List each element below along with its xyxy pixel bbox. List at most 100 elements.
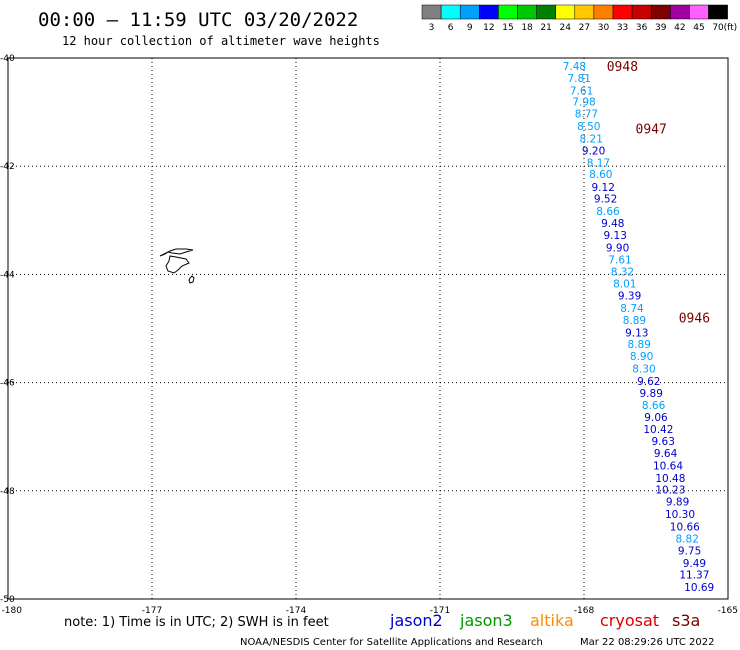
colorbar-swatch [612,4,633,20]
axis-ticks: -180 -177 -174 -171 -168 -165 -40 -42 -44 -46 -48 -… [0,54,738,616]
swh-value: 7.61 [570,85,593,97]
swh-value: 9.20 [582,146,605,158]
swh-value: 8.32 [611,267,634,279]
swh-value: 10.64 [653,460,683,472]
swh-value: 8.66 [596,206,620,218]
colorbar-swatch [555,4,576,20]
y-tick-label: -48 [0,487,15,497]
chart-subtitle: 12 hour collection of altimeter wave hei… [62,34,380,48]
y-tick-label: -50 [0,595,15,605]
satellite-legend: jason2 jason3 altika cryosat s3a [389,611,700,630]
colorbar-swatch [459,4,480,20]
time-labels: 0948094709460945 [607,60,710,327]
swh-value: 10.42 [643,424,673,436]
swh-value: 8.66 [642,400,666,412]
satellite-legend-entry: altika [530,611,574,630]
swh-value: 10.30 [665,509,695,521]
swh-value: 9.49 [683,558,706,570]
swh-value: 10.48 [655,473,685,485]
swh-value: 8.74 [620,303,644,315]
grid-lines [8,58,728,599]
swh-value: 9.48 [601,218,624,230]
swh-points: 7.487.817.617.988.778.508.219.208.178.60… [563,61,715,594]
colorbar-swatch [631,4,652,20]
swh-value: 7.48 [563,61,586,73]
swh-value: 11.37 [679,570,709,582]
swh-value: 7.81 [568,73,591,85]
swh-value: 9.75 [678,545,701,557]
colorbar-unit: (ft) [724,23,738,33]
swh-value: 8.77 [575,109,598,121]
time-label: 0948 [607,60,638,75]
colorbar-swatch [517,4,537,20]
swh-value: 8.82 [676,533,699,545]
x-tick-label: -177 [142,606,162,616]
colorbar-swatch [536,4,556,20]
x-tick-label: -165 [718,606,738,616]
swh-value: 8.01 [613,279,636,291]
y-tick-label: -44 [0,270,15,280]
swh-value: 8.17 [587,157,610,169]
swh-value: 8.21 [580,134,603,146]
colorbar-swatch [670,4,690,20]
colorbar-swatch [479,4,499,20]
island-outline [159,248,195,284]
colorbar-label: 21 [540,23,551,33]
plot-area: -180 -177 -174 -171 -168 -165 -40 -42 -44 -46 -48 -… [0,54,738,616]
time-label: 0947 [636,122,667,137]
colorbar-label: 27 [579,23,590,33]
swh-value: 8.50 [577,121,600,133]
swh-value: 9.06 [644,412,668,424]
x-tick-label: -174 [286,606,307,616]
colorbar-label: 12 [483,23,494,33]
colorbar-label: 24 [560,23,572,33]
colorbar-label: 45 [693,23,704,33]
footer-credit: NOAA/NESDIS Center for Satellite Applica… [240,637,543,648]
y-tick-label: -46 [0,379,15,389]
swh-value: 9.13 [625,327,648,339]
swh-value: 9.90 [606,242,629,254]
colorbar-swatch [498,4,518,20]
swh-value: 9.12 [592,182,615,194]
colorbar-label: 36 [636,23,648,33]
footer-note: note: 1) Time is in UTC; 2) SWH is in fe… [64,615,329,630]
swh-value: 9.62 [637,376,660,388]
colorbar-label: 70 [712,23,724,33]
swh-value: 7.98 [572,96,595,108]
swh-value: 9.89 [666,497,689,509]
colorbar-label: 6 [448,23,454,33]
swh-value: 9.13 [604,230,627,242]
swh-value: 8.89 [623,315,646,327]
swh-value: 9.64 [654,448,678,460]
y-tick-label: -40 [0,54,15,64]
colorbar-swatch [421,4,442,20]
colorbar-label: 30 [598,23,610,33]
colorbar-swatch [593,4,614,20]
colorbar-swatch [708,4,728,20]
plot-frame [7,57,729,600]
y-tick-label: -42 [0,162,15,172]
colorbar-swatch [440,4,461,20]
swh-value: 8.90 [630,351,653,363]
swh-value: 9.52 [594,194,617,206]
x-tick-label: -168 [574,606,595,616]
colorbar-label: 9 [467,23,473,33]
swh-value: 9.63 [652,436,675,448]
x-tick-label: -180 [2,606,23,616]
swh-value: 10.23 [655,485,685,497]
satellite-legend-entry: cryosat [600,611,659,630]
swh-value: 8.89 [628,339,651,351]
colorbar-swatch [689,4,709,20]
swh-value: 8.60 [589,169,612,181]
satellite-legend-entry: s3a [672,611,700,630]
satellite-legend-entry: jason2 [389,611,443,630]
footer-timestamp: Mar 22 08:29:26 UTC 2022 [580,637,715,648]
colorbar-label: 42 [674,23,685,33]
satellite-legend-entry: jason3 [459,611,513,630]
colorbar-label: 39 [655,23,667,33]
colorbar-swatch [574,4,595,20]
colorbar-label: 18 [521,23,533,33]
swh-value: 9.39 [618,290,641,302]
swh-value: 10.66 [670,522,700,534]
chart-title: 00:00 – 11:59 UTC 03/20/2022 [38,9,358,31]
